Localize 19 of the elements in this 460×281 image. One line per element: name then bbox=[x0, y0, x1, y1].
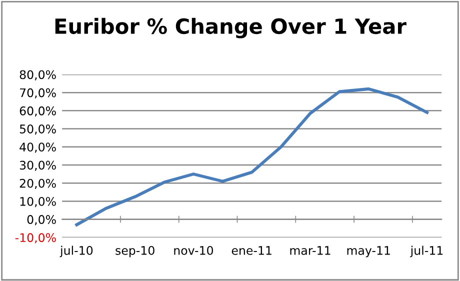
x-tick-label: may-11 bbox=[347, 246, 390, 258]
line-series bbox=[75, 87, 429, 226]
x-tick-label: mar-11 bbox=[290, 246, 330, 255]
y-tick-label: 20,0% bbox=[20, 178, 56, 189]
x-tick-label: jul-10 bbox=[60, 246, 93, 258]
x-tick-label: jul-11 bbox=[410, 246, 443, 258]
y-tick-label: 80,0% bbox=[20, 70, 56, 80]
x-tick-label: ene-11 bbox=[232, 246, 272, 255]
y-tick-label: 50,0% bbox=[20, 124, 56, 135]
y-tick-label: 60,0% bbox=[20, 106, 56, 117]
y-tick-label: 30,0% bbox=[20, 160, 56, 171]
y-tick-label: 70,0% bbox=[20, 88, 56, 98]
x-tick-label: nov-10 bbox=[174, 246, 214, 255]
y-tick-label: 10,0% bbox=[20, 196, 56, 208]
chart-title: Euribor % Change Over 1 Year bbox=[55, 18, 406, 38]
x-tick-label: sep-10 bbox=[116, 246, 154, 258]
y-tick-label: -10,0% bbox=[15, 233, 56, 244]
y-tick-label: 0,0% bbox=[27, 215, 56, 226]
y-tick-label: 40,0% bbox=[20, 142, 56, 153]
